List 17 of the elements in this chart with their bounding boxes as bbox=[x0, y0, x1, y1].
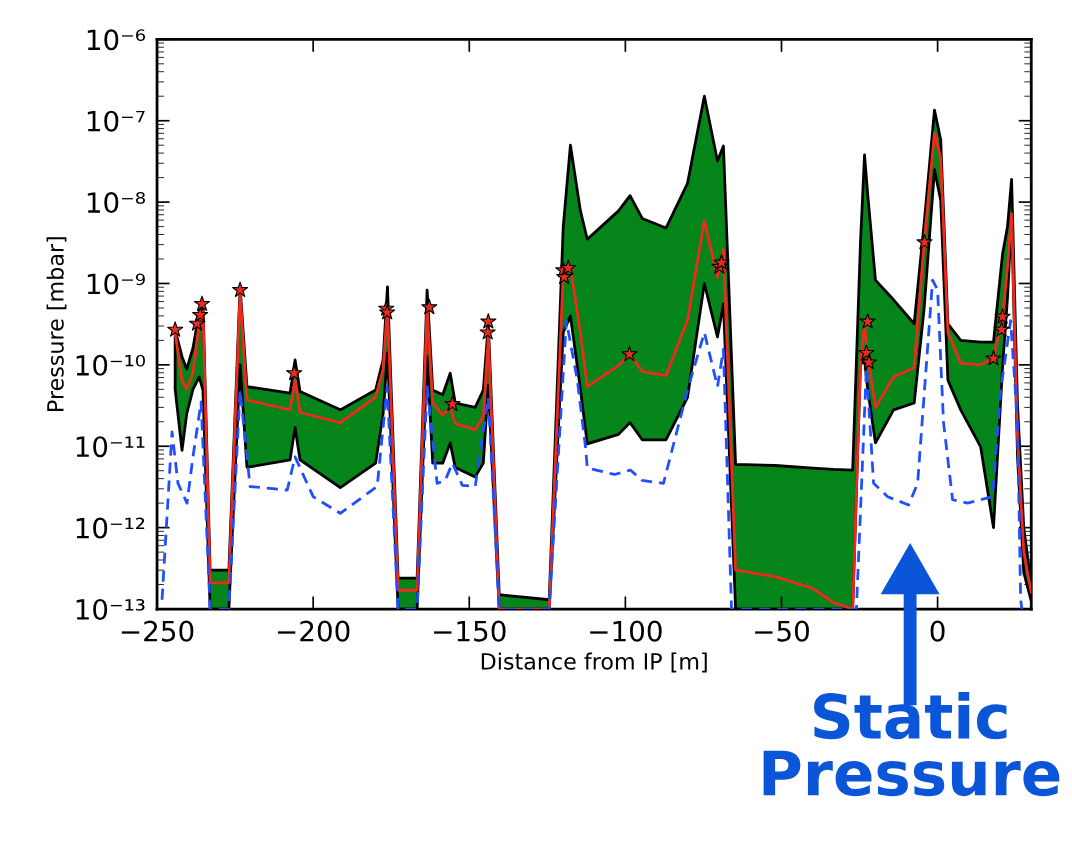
y-tick-label: 10⁻¹⁰ bbox=[76, 354, 145, 376]
y-tick-label: 10⁻⁸ bbox=[87, 192, 145, 214]
y-axis-title: Pressure [mbar] bbox=[46, 237, 67, 411]
y-tick-label: 10⁻¹¹ bbox=[76, 436, 145, 458]
y-tick-label: 10⁻⁷ bbox=[87, 110, 145, 132]
x-tick-label: 0 bbox=[930, 620, 945, 642]
y-tick-label: 10⁻⁹ bbox=[87, 273, 145, 295]
text: Static Pressure bbox=[763, 692, 1060, 797]
y-tick-label: 10⁻⁶ bbox=[87, 29, 146, 51]
x-tick-label: −50 bbox=[755, 620, 809, 642]
x-tick-label: −100 bbox=[590, 620, 662, 642]
x-tick-label: −200 bbox=[277, 620, 350, 642]
x-axis-title: Distance from IP [m] bbox=[481, 652, 707, 673]
x-tick-label: −150 bbox=[434, 620, 506, 642]
x-tick-label: −250 bbox=[121, 620, 194, 642]
y-tick-label: 10⁻¹³ bbox=[76, 598, 145, 620]
y-tick-label: 10⁻¹² bbox=[76, 517, 145, 539]
